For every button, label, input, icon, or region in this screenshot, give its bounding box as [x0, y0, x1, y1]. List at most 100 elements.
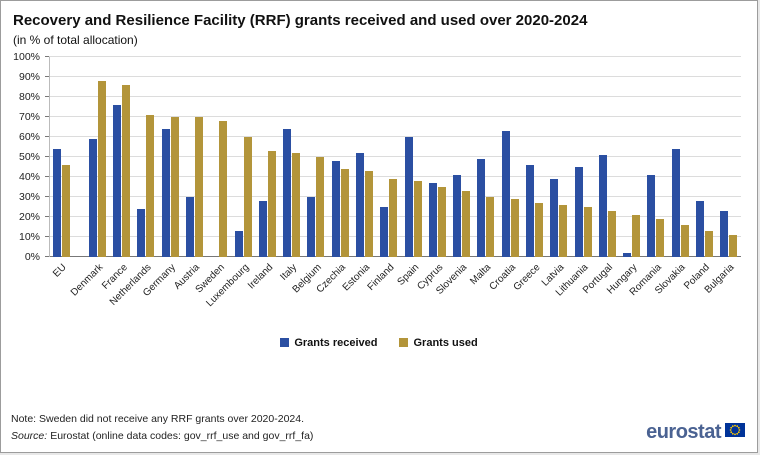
- x-label-box: Spain: [395, 257, 425, 335]
- bars: [401, 57, 425, 257]
- y-axis-tick-label: 10%: [18, 230, 40, 243]
- bar-group-estonia: Estonia: [341, 57, 376, 335]
- bar-group-netherlands: Netherlands: [108, 57, 158, 335]
- x-label-box: Italy: [279, 257, 304, 335]
- bar-grants-used: [97, 80, 106, 257]
- bar-group-germany: Germany: [141, 57, 182, 335]
- bar-group-austria: Austria: [173, 57, 206, 335]
- gridline: [49, 55, 741, 57]
- x-label-box: Romania: [628, 257, 668, 335]
- bars: [619, 57, 643, 257]
- bar-chart: 0% 10% 20% 30% 40% 50% 60% 70% 80% 90% 100% EU Denm…: [7, 51, 741, 335]
- bar-grants-used: [680, 224, 689, 257]
- gridline: [49, 95, 741, 97]
- bar-group-spain: Spain: [395, 57, 425, 335]
- x-label-box: Luxembourg: [204, 257, 255, 335]
- legend-item-grants-received: Grants received: [280, 337, 377, 349]
- bar-grants-received: [161, 128, 170, 257]
- bar-grants-received: [307, 196, 316, 257]
- legend-label-grants-used: Grants used: [413, 336, 478, 349]
- gridline: [49, 155, 741, 157]
- bar-grants-received: [137, 208, 146, 257]
- bar-grants-used: [656, 218, 665, 257]
- x-label-box: Austria: [173, 257, 206, 335]
- bar-grants-received: [356, 152, 365, 257]
- footer: Note: Sweden did not receive any RRF gra…: [11, 411, 745, 444]
- grants-used-swatch: [399, 338, 409, 347]
- y-axis-line: [49, 56, 50, 257]
- y-axis-tick-mark: [45, 235, 49, 237]
- bar-grants-used: [704, 230, 713, 257]
- bars: [717, 57, 741, 257]
- x-label-box: Portugal: [581, 257, 619, 335]
- bars: [255, 57, 279, 257]
- bar-group-luxembourg: Luxembourg: [204, 57, 255, 335]
- grants-received-swatch: [280, 338, 290, 347]
- y-axis-tick-mark: [45, 95, 49, 97]
- y-axis-tick-mark: [45, 75, 49, 77]
- bars: [522, 57, 546, 257]
- y-axis-tick-label: 70%: [18, 110, 40, 123]
- bar-grants-used: [146, 114, 155, 257]
- x-label-box: Slovakia: [653, 257, 692, 335]
- y-axis: 0% 10% 20% 30% 40% 50% 60% 70% 80% 90% 100%: [7, 51, 49, 263]
- x-label-box: EU: [49, 257, 73, 335]
- bar-group-ireland: Ireland: [246, 57, 279, 335]
- x-label-box: Croatia: [487, 257, 522, 335]
- y-axis-tick-mark: [45, 175, 49, 177]
- x-label-box: Ireland: [246, 257, 279, 335]
- bar-grants-received: [525, 164, 534, 257]
- bar-group-croatia: Croatia: [487, 57, 522, 335]
- bar-group-sweden: Sweden: [193, 57, 231, 335]
- bar-grants-used: [389, 178, 398, 257]
- y-axis-tick-label: 90%: [18, 70, 40, 83]
- y-axis-tick-label: 0%: [24, 250, 40, 263]
- bar-grants-received: [598, 154, 607, 257]
- y-axis-tick-mark: [45, 135, 49, 137]
- y-axis-tick-mark: [45, 155, 49, 157]
- bar-grants-received: [283, 128, 292, 257]
- bars: [280, 57, 304, 257]
- bar-grants-used: [340, 168, 349, 257]
- bars: [85, 57, 109, 257]
- gridline: [49, 175, 741, 177]
- eurostat-logo: eurostat: [646, 421, 745, 444]
- eu-flag-icon: [725, 423, 745, 442]
- x-label-box: Bulgaria: [703, 257, 741, 335]
- bars: [110, 57, 134, 257]
- y-axis-tick-mark: [45, 215, 49, 217]
- bar-grants-received: [501, 130, 510, 257]
- bars: [668, 57, 692, 257]
- bar-grants-used: [243, 136, 252, 257]
- bar-grants-received: [550, 178, 559, 257]
- source-detail: Eurostat (online data codes: gov_rrf_use…: [50, 429, 314, 442]
- bars: [182, 57, 206, 257]
- bar-group-denmark: Denmark: [69, 57, 109, 335]
- bars: [158, 57, 182, 257]
- bar-grants-used: [170, 116, 179, 257]
- y-axis-tick-label: 80%: [18, 90, 40, 103]
- footer-notes: Note: Sweden did not receive any RRF gra…: [11, 411, 313, 444]
- bar-grants-received: [331, 160, 340, 257]
- y-axis-tick-label: 60%: [18, 130, 40, 143]
- bars: [425, 57, 449, 257]
- bar-grants-received: [453, 174, 462, 257]
- bar-grants-used: [292, 152, 301, 257]
- bars: [498, 57, 522, 257]
- bar-grants-received: [258, 200, 267, 257]
- plot-area: EU Denmark France Netherlands Germany Austria…: [49, 55, 741, 335]
- gridline: [49, 115, 741, 117]
- bar-grants-used: [462, 190, 471, 257]
- bar-grants-used: [437, 186, 446, 257]
- bars: [474, 57, 498, 257]
- y-axis-tick-label: 30%: [18, 190, 40, 203]
- bar-group-slovenia: Slovenia: [435, 57, 474, 335]
- bar-grants-used: [534, 202, 543, 257]
- bar-grants-received: [88, 138, 97, 257]
- bar-grants-used: [219, 120, 228, 257]
- bar-group-bulgaria: Bulgaria: [703, 57, 741, 335]
- bar-group-malta: Malta: [469, 57, 498, 335]
- x-label-box: Germany: [141, 257, 182, 335]
- x-label-box: Belgium: [290, 257, 328, 335]
- bars: [49, 57, 73, 257]
